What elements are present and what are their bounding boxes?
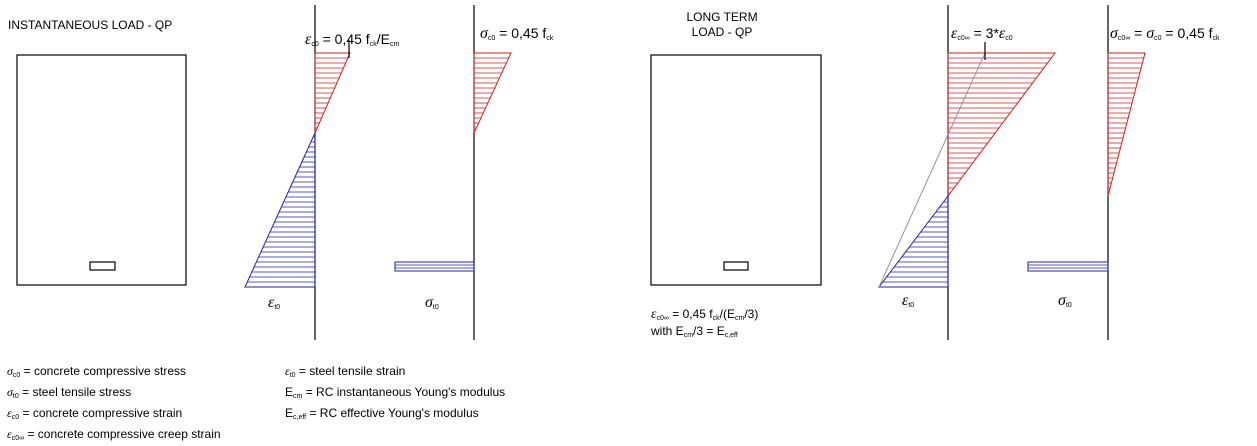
left-stress-bottom-label: σt0 bbox=[425, 294, 439, 311]
right-rebar bbox=[723, 261, 749, 271]
right-instantaneous-strain-line bbox=[878, 52, 986, 288]
legend-item: Ec,eff = RC effective Young's modulus bbox=[285, 406, 479, 421]
legend: σc0 = concrete compressive stress σt0 = … bbox=[7, 364, 505, 442]
right-stress-compression-block bbox=[1107, 52, 1146, 197]
right-note-line2: with Ecm/3 = Ec,eff bbox=[650, 324, 738, 339]
left-strain-top-label: εc0 = 0,45 fck/Ecm bbox=[305, 31, 399, 48]
right-panel-title-line1: LONG TERM bbox=[686, 10, 757, 24]
left-strain-compression-block bbox=[314, 52, 351, 134]
left-strain-tension-block bbox=[244, 132, 316, 288]
right-stress-bottom-label: σt0 bbox=[1058, 292, 1072, 309]
left-stress-top-label: σc0 = 0,45 fck bbox=[480, 25, 554, 42]
left-cross-section bbox=[16, 54, 187, 286]
right-panel-title-line2: LOAD - QP bbox=[692, 25, 753, 39]
legend-item: εc0∞ = concrete compressive creep strain bbox=[7, 427, 221, 442]
legend-item: σt0 = steel tensile stress bbox=[7, 385, 131, 400]
right-strain-compression-block bbox=[947, 52, 1056, 198]
legend-item: σc0 = concrete compressive stress bbox=[7, 364, 186, 379]
right-stress-top-label: σc0∞ = σc0 = 0,45 fck bbox=[1110, 25, 1220, 42]
right-cross-section bbox=[650, 54, 822, 286]
left-strain-bottom-label: εt0 bbox=[268, 294, 280, 311]
left-rebar bbox=[89, 261, 116, 271]
right-note-line1: εc0∞ = 0,45 fck/(Ecm/3) bbox=[651, 307, 758, 322]
right-strain-bottom-label: εt0 bbox=[902, 292, 914, 309]
legend-item: εc0 = concrete compressive strain bbox=[7, 406, 182, 421]
left-panel-title: INSTANTANEOUS LOAD - QP bbox=[8, 18, 172, 32]
right-stress-steel-block bbox=[1027, 261, 1109, 272]
right-strain-tension-block bbox=[877, 194, 949, 288]
right-strain-top-label: εc0∞ = 3*εc0 bbox=[951, 25, 1013, 42]
legend-item: εt0 = steel tensile strain bbox=[285, 364, 405, 379]
legend-item: Ecm = RC instantaneous Young's modulus bbox=[285, 385, 505, 400]
left-stress-compression-block bbox=[473, 52, 512, 134]
left-stress-steel-block bbox=[394, 261, 475, 272]
